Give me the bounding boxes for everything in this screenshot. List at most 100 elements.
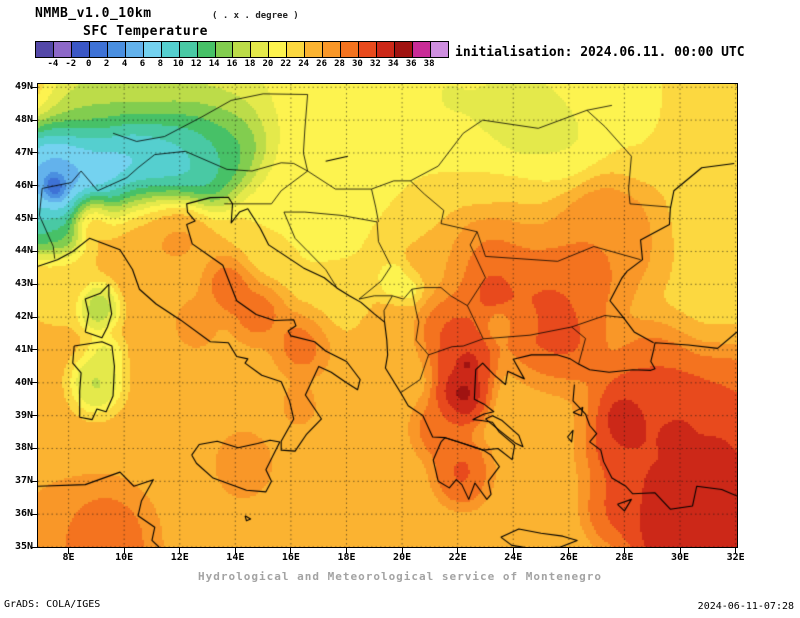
colorbar-tick-label: 8	[157, 59, 164, 69]
colorbar-tick-label: 36	[405, 59, 417, 69]
colorbar-cell	[143, 42, 162, 57]
lon-tick-mark	[123, 548, 125, 554]
lat-tick-mark	[31, 546, 37, 548]
lon-tick-label: 14E	[226, 552, 245, 563]
colorbar-cell	[197, 42, 216, 57]
model-resolution: ( . x . degree )	[212, 11, 299, 21]
lat-tick-label: 35N	[14, 541, 33, 552]
lat-tick-label: 38N	[14, 442, 33, 454]
lon-tick-mark	[401, 548, 403, 554]
lat-tick-mark	[31, 152, 37, 154]
lon-tick-mark	[457, 548, 459, 554]
colorbar-labels: -4 -2 0 2 4 6 8 10 12 14 16 18 20 22 24 26 28 30 32 34 36 38	[35, 59, 447, 69]
lon-tick-mark	[679, 548, 681, 554]
colorbar-tick-label: 0	[86, 59, 92, 69]
colorbar-tick-label: 30	[352, 59, 363, 69]
lat-tick-mark	[31, 480, 37, 482]
lat-tick-label: 41N	[14, 343, 33, 355]
lat-tick-mark	[31, 119, 37, 121]
lon-tick-mark	[68, 548, 70, 554]
colorbar-cell	[269, 42, 288, 57]
lat-tick-label: 42N	[14, 311, 33, 323]
map-frame	[37, 83, 738, 548]
service-credit: Hydrological and Meteorological service …	[198, 570, 602, 583]
colorbar-cell	[430, 42, 448, 57]
lon-tick-mark	[179, 548, 181, 554]
temperature-colorbar	[35, 41, 449, 58]
lat-tick-mark	[31, 86, 37, 88]
colorbar-cell	[161, 42, 180, 57]
grads-credit: GrADS: COLA/IGES	[4, 599, 101, 610]
lon-tick-label: 32E	[726, 552, 745, 563]
colorbar-cell	[251, 42, 270, 57]
lon-tick-mark	[512, 548, 514, 554]
lat-tick-label: 45N	[14, 212, 33, 224]
colorbar-cell	[215, 42, 234, 57]
lon-tick-label: 22E	[448, 552, 467, 563]
colorbar-cell	[53, 42, 72, 57]
colorbar-cell	[71, 42, 90, 57]
lat-tick-mark	[31, 382, 37, 384]
initialisation-time: initialisation: 2024.06.11. 00:00 UTC	[455, 45, 745, 60]
lon-tick-mark	[346, 548, 347, 554]
colorbar-tick-label: 34	[387, 59, 399, 69]
colorbar-cell	[107, 42, 126, 57]
lat-tick-label: 36N	[14, 508, 33, 520]
lon-tick-label: 30E	[670, 552, 690, 563]
lat-tick-mark	[31, 283, 37, 285]
colorbar-tick-label: 22	[280, 59, 292, 69]
colorbar-tick-label: 20	[262, 59, 274, 69]
colorbar-cell	[287, 42, 306, 57]
lat-tick-mark	[31, 316, 37, 318]
colorbar-tick-label: 16	[226, 59, 238, 69]
colorbar-cell	[233, 42, 252, 57]
lon-tick-label: 18E	[337, 552, 356, 563]
colorbar-cell	[305, 42, 324, 57]
colorbar-cell	[395, 42, 414, 57]
colorbar-tick-label: 6	[139, 59, 146, 69]
colorbar-tick-label: -2	[65, 59, 77, 69]
colorbar-tick-label: 38	[423, 59, 435, 69]
colorbar-cell	[413, 42, 431, 57]
colorbar-cell	[179, 42, 198, 57]
lon-tick-label: 28E	[615, 552, 634, 563]
colorbar-cell	[341, 42, 360, 57]
creation-timestamp: 2024-06-11-07:28	[697, 601, 794, 612]
colorbar-tick-label: 4	[121, 59, 128, 69]
lon-tick-label: 24E	[504, 552, 523, 563]
map-canvas	[38, 84, 737, 547]
lon-tick-label: 20E	[393, 552, 412, 563]
colorbar-cell	[377, 42, 396, 57]
lon-tick-mark	[234, 548, 236, 554]
lat-tick-label: 47N	[14, 146, 33, 158]
lon-tick-label: 10E	[115, 552, 134, 563]
lat-tick-label: 37N	[14, 475, 33, 487]
lon-tick-mark	[568, 548, 570, 554]
colorbar-tick-label: 10	[172, 59, 184, 69]
lat-tick-label: 46N	[14, 179, 33, 191]
lon-tick-label: 12E	[170, 552, 189, 563]
lat-tick-label: 44N	[14, 245, 33, 257]
lat-tick-label: 40N	[14, 376, 33, 388]
lat-tick-mark	[31, 218, 37, 220]
colorbar-tick-label: 28	[334, 59, 345, 69]
lat-tick-label: 48N	[14, 114, 33, 126]
lat-tick-label: 43N	[14, 278, 33, 290]
colorbar-cell	[36, 42, 54, 57]
model-title: NMMB_v1.0_10km	[35, 6, 152, 21]
lon-tick-label: 16E	[281, 552, 300, 563]
colorbar-tick-label: -4	[47, 59, 59, 69]
lat-tick-mark	[31, 415, 37, 417]
colorbar-tick-label: 24	[298, 59, 310, 69]
lon-tick-mark	[623, 548, 625, 554]
lon-tick-mark	[735, 548, 737, 554]
lat-tick-mark	[31, 447, 37, 449]
colorbar-tick-label: 12	[190, 59, 202, 69]
lon-tick-label: 26E	[559, 552, 578, 563]
colorbar-cell	[359, 42, 378, 57]
colorbar-cell	[125, 42, 144, 57]
lat-tick-mark	[31, 349, 37, 351]
lat-tick-label: 49N	[14, 81, 33, 93]
colorbar-tick-label: 26	[316, 59, 328, 69]
